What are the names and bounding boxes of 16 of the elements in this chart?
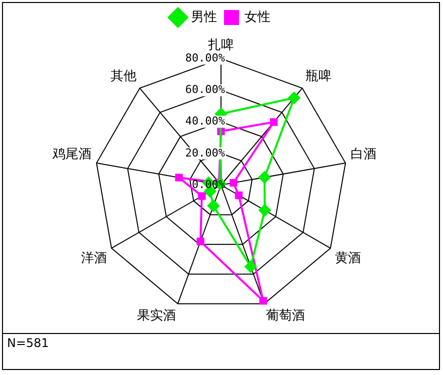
y-tick-label: 20.00% — [185, 146, 226, 160]
spoke-label: 葡萄酒 — [266, 308, 305, 324]
y-tick-label: 60.00% — [185, 83, 226, 96]
spoke-label: 鸡尾酒 — [52, 146, 92, 162]
y-tick-label: 80.00% — [185, 51, 226, 64]
spoke-label: 黄酒 — [334, 250, 361, 266]
spoke-label: 扎啤 — [208, 38, 234, 54]
spoke-label: 洋酒 — [81, 250, 108, 266]
legend-label: 女性 — [244, 10, 270, 25]
y-tick-label: 40.00% — [185, 114, 226, 128]
text: N=581 — [3, 333, 439, 352]
spoke-label: 白酒 — [350, 146, 376, 162]
legend-label: 男性 — [191, 10, 217, 25]
spoke-label: 瓶啤 — [305, 68, 332, 84]
spoke-label: 果实酒 — [137, 308, 176, 324]
spoke-label: 其他 — [110, 68, 137, 84]
